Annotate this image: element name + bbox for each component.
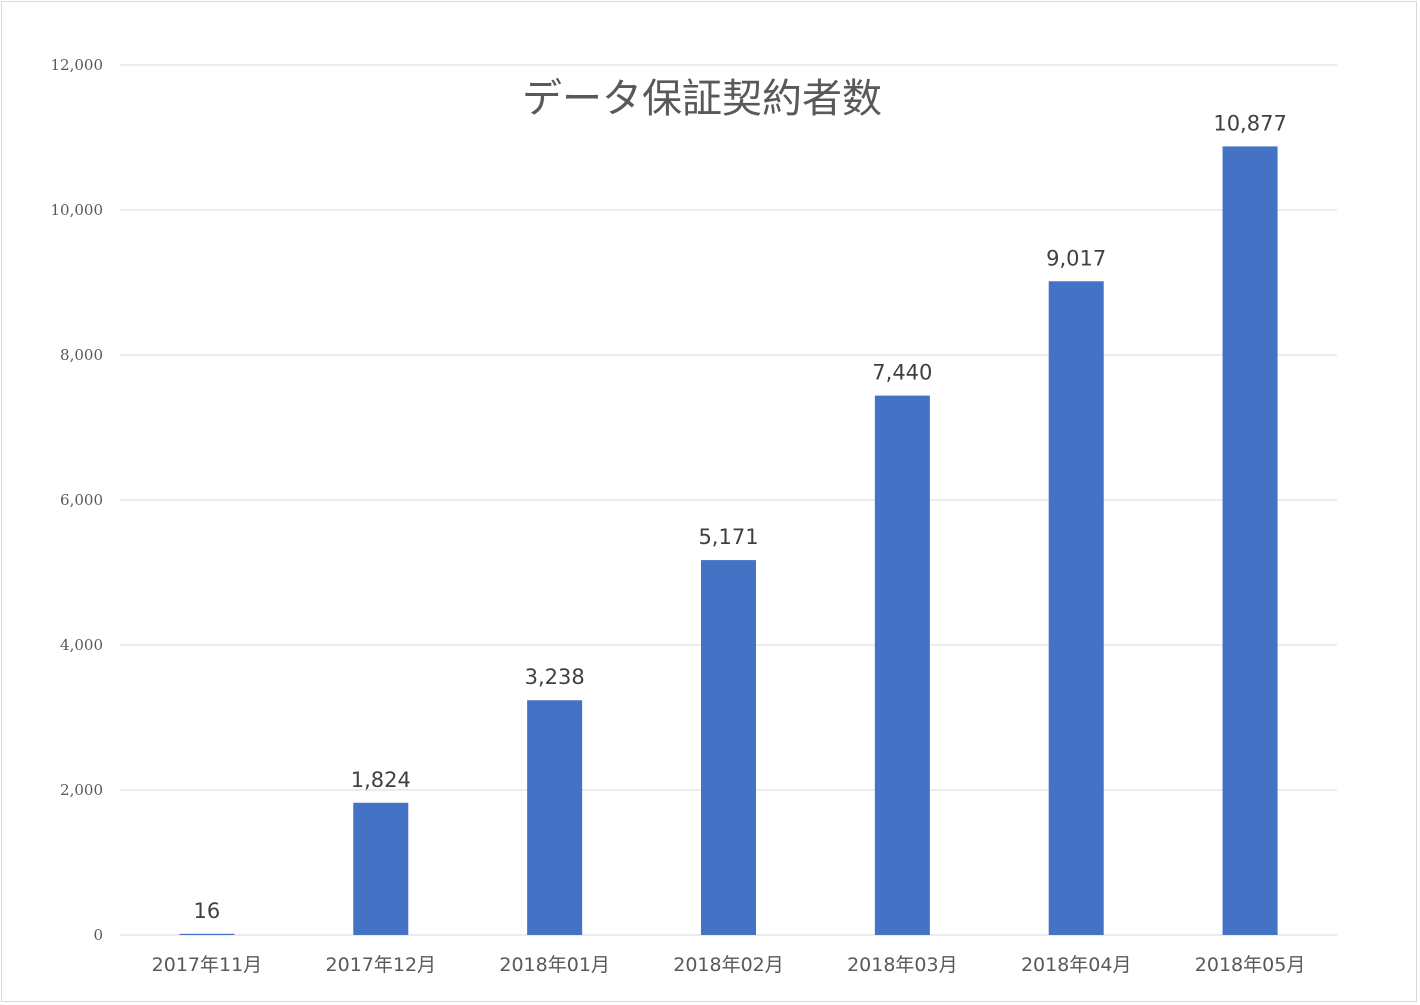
bar (179, 933, 235, 935)
x-tick-label: 2018年04月 (1021, 954, 1132, 976)
x-tick-label: 2018年02月 (673, 954, 784, 976)
bar (353, 802, 409, 935)
y-tick-label: 4,000 (60, 636, 103, 654)
data-label: 9,017 (1046, 246, 1106, 270)
data-label: 16 (194, 899, 221, 923)
y-tick-label: 2,000 (60, 781, 103, 799)
bar (874, 395, 930, 936)
y-axis-ticks: 0 2,000 4,000 6,000 8,000 10,000 12,000 (51, 56, 104, 944)
data-label: 3,238 (525, 665, 585, 689)
bars (179, 146, 1278, 936)
y-tick-label: 10,000 (51, 201, 104, 219)
bar (527, 700, 583, 935)
data-label: 1,824 (351, 768, 411, 792)
data-label: 7,440 (872, 361, 932, 385)
x-tick-label: 2018年01月 (499, 954, 610, 976)
x-tick-label: 2017年11月 (152, 954, 263, 976)
x-tick-label: 2018年05月 (1195, 954, 1306, 976)
gridlines (120, 64, 1337, 936)
chart-title: データ保証契約者数 (522, 76, 882, 122)
y-tick-label: 8,000 (60, 346, 103, 364)
y-tick-label: 0 (93, 926, 103, 944)
data-label: 10,877 (1213, 111, 1286, 135)
bar (1222, 146, 1278, 936)
x-tick-label: 2017年12月 (326, 954, 437, 976)
data-labels: 16 1,824 3,238 5,171 7,440 9,017 10,877 (194, 111, 1287, 922)
bar (701, 560, 756, 935)
data-label: 5,171 (698, 525, 758, 549)
x-axis-ticks: 2017年11月 2017年12月 2018年01月 2018年02月 2018年03月… (152, 954, 1306, 976)
x-tick-label: 2018年03月 (847, 954, 958, 976)
bar (1048, 281, 1104, 936)
y-tick-label: 12,000 (51, 56, 104, 74)
y-tick-label: 6,000 (60, 491, 103, 509)
